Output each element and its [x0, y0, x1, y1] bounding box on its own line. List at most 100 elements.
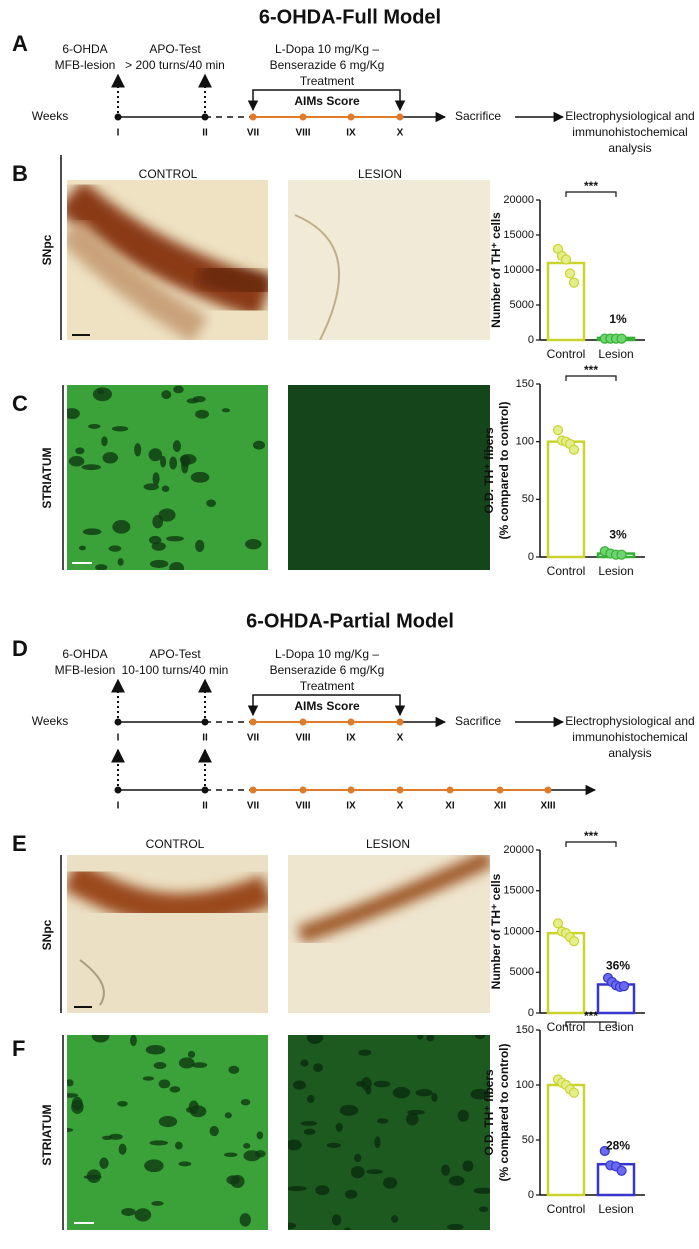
texture: [67, 1127, 74, 1133]
texture: [344, 1189, 358, 1199]
y-axis-label: O.D. TH⁺ fibers: [482, 1069, 496, 1156]
texture: [178, 1161, 192, 1167]
annotation: 28%: [606, 1138, 630, 1152]
texture: [67, 1079, 74, 1087]
data-point: [568, 1087, 580, 1098]
texture: [82, 528, 102, 536]
y-tick-label: 100: [516, 1079, 534, 1091]
texture: [377, 1118, 389, 1124]
texture: [108, 545, 122, 552]
texture: [161, 390, 172, 400]
data-point: [552, 918, 564, 929]
timeline-label: Benserazide 6 mg/Kg: [270, 58, 385, 72]
texture: [169, 561, 185, 570]
texture: [339, 1104, 359, 1116]
week-label: XI: [445, 801, 455, 812]
texture: [161, 485, 170, 492]
texture: [75, 447, 85, 455]
texture: [97, 389, 105, 395]
texture: [88, 423, 101, 429]
texture: [223, 1152, 238, 1158]
image-label: CONTROL: [139, 167, 198, 181]
data-point: [616, 333, 627, 344]
texture: [366, 1169, 383, 1175]
texture: [92, 387, 112, 402]
texture: [457, 1109, 469, 1122]
texture: [152, 472, 160, 486]
texture: [288, 1222, 297, 1230]
timeline-label: > 200 turns/40 min: [125, 58, 225, 72]
micrograph: [67, 855, 268, 1013]
week-dot: [249, 113, 257, 121]
region-label: SNpc: [40, 234, 54, 265]
panel-title: 6-OHDA-Full Model: [259, 6, 441, 28]
texture: [256, 1131, 264, 1140]
texture: [169, 1086, 181, 1093]
week-label: VIII: [295, 128, 310, 139]
texture: [224, 1112, 232, 1119]
texture: [306, 1035, 324, 1044]
texture: [153, 1061, 167, 1070]
texture: [121, 1208, 136, 1216]
image-label: LESION: [358, 167, 402, 181]
week-dot: [114, 718, 122, 726]
x-tick-label: Control: [547, 1020, 586, 1034]
week-dot: [299, 786, 307, 794]
texture: [243, 1143, 251, 1149]
image-label: CONTROL: [146, 837, 205, 851]
end-label: Sacrifice: [455, 109, 501, 123]
panel-letter: F: [12, 1036, 25, 1061]
significance-bracket: [565, 841, 617, 847]
y-tick-label: 150: [516, 1024, 534, 1036]
texture: [239, 1213, 251, 1227]
y-axis-label: Number of TH⁺ cells: [489, 212, 503, 328]
texture: [102, 452, 119, 464]
annotation: 3%: [609, 528, 627, 542]
analysis-label: immunohistochemical: [572, 730, 687, 744]
texture: [149, 559, 169, 568]
bar: [546, 1083, 586, 1197]
week-label: VII: [247, 801, 259, 812]
y-tick-label: 0: [528, 334, 534, 346]
y-axis-label: Number of TH⁺ cells: [489, 873, 503, 989]
y-tick-label: 20000: [503, 194, 534, 206]
texture: [181, 459, 189, 474]
week-dot: [446, 786, 454, 794]
panel-letter: A: [12, 31, 28, 56]
bar: [546, 440, 586, 559]
texture: [112, 519, 131, 534]
micrograph: [288, 1035, 490, 1230]
week-dot: [114, 113, 122, 121]
texture: [149, 1140, 169, 1146]
texture: [108, 1133, 123, 1140]
week-dot: [201, 113, 209, 121]
texture: [190, 471, 210, 483]
analysis-label: immunohistochemical: [572, 125, 687, 139]
texture: [86, 1169, 102, 1183]
texture: [99, 1157, 109, 1169]
y-tick-label: 10000: [503, 925, 534, 937]
week-label: II: [202, 733, 208, 744]
week-label: X: [397, 801, 404, 812]
texture: [354, 1153, 362, 1163]
texture: [158, 1115, 178, 1128]
texture: [406, 1112, 419, 1126]
timeline-label: Benserazide 6 mg/Kg: [270, 663, 385, 677]
texture: [407, 1109, 425, 1115]
week-label: VIII: [295, 801, 310, 812]
texture: [143, 483, 159, 491]
texture: [335, 1122, 343, 1132]
texture: [230, 1174, 245, 1189]
y-tick-label: 0: [528, 551, 534, 563]
y-tick-label: 15000: [503, 885, 534, 897]
texture: [254, 1150, 266, 1158]
texture: [431, 1092, 438, 1102]
week-label: VIII: [295, 733, 310, 744]
texture: [478, 1206, 489, 1213]
image-label: LESION: [366, 837, 410, 851]
timeline-label: L-Dopa 10 mg/Kg –: [275, 42, 379, 56]
end-label: Sacrifice: [455, 714, 501, 728]
timeline-label: APO-Test: [149, 647, 201, 661]
region-label: STRIATUM: [40, 1104, 54, 1165]
